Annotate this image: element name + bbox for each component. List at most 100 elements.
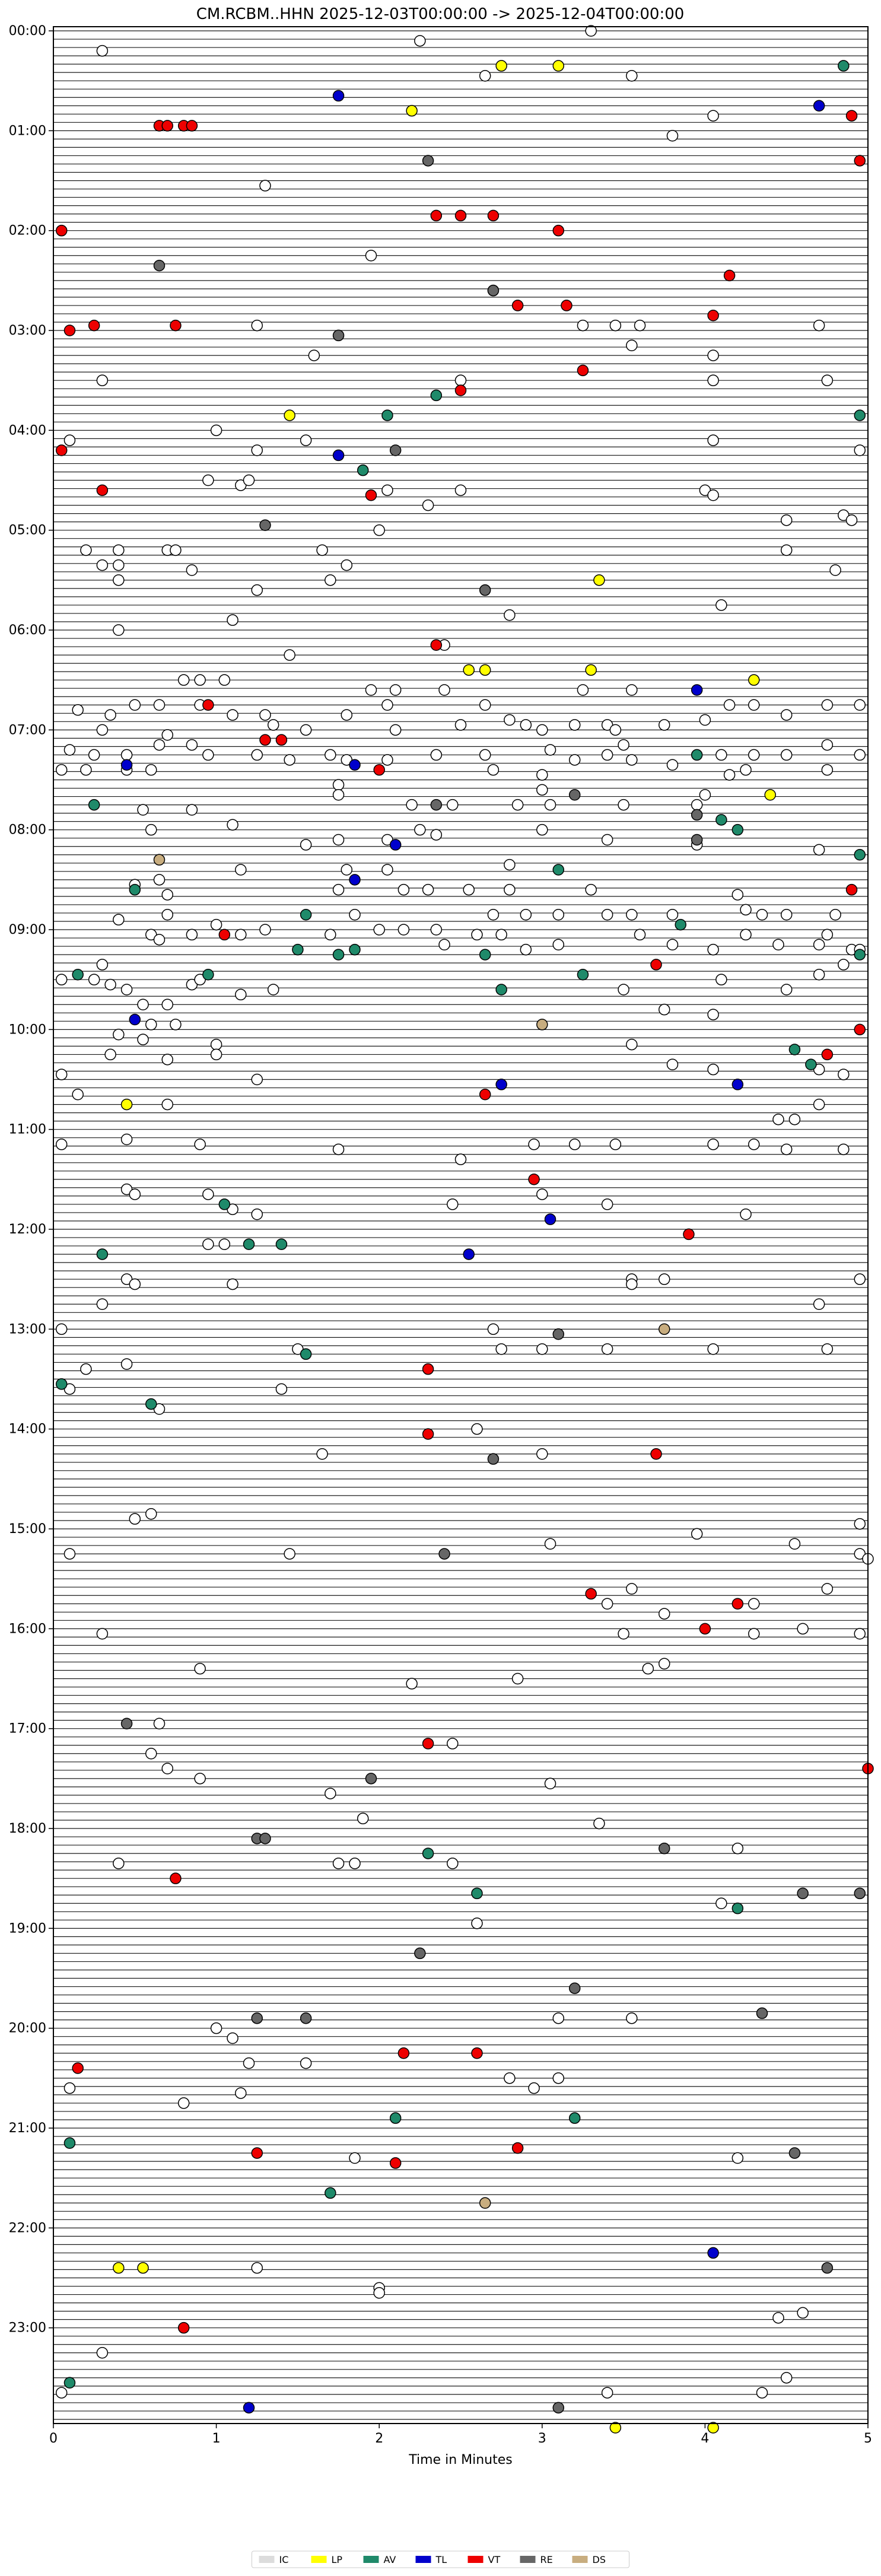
event-marker-re [422, 155, 434, 167]
event-marker-vt [373, 764, 385, 776]
event-markers [55, 25, 874, 2434]
event-marker-tl [544, 1213, 556, 1225]
event-marker-ic [471, 1917, 483, 1929]
event-marker-ic [235, 988, 247, 1001]
y-tick-label: 04:00 [9, 423, 46, 438]
event-marker-ic [544, 1538, 556, 1550]
event-marker-ic [177, 2097, 190, 2109]
event-marker-ic [740, 928, 752, 941]
event-marker-ic [129, 699, 141, 711]
event-marker-vt [561, 300, 573, 311]
event-marker-vt [397, 2047, 410, 2059]
event-marker-re [251, 2012, 263, 2024]
event-marker-ic [104, 978, 116, 991]
event-marker-ic [528, 1138, 540, 1150]
event-marker-ic [113, 914, 125, 926]
event-marker-ic [715, 974, 727, 985]
event-marker-tl [731, 1079, 744, 1090]
event-marker-ic [740, 764, 752, 776]
event-marker-ic [593, 1817, 605, 1830]
event-marker-ic [748, 1628, 760, 1640]
event-marker-ic [365, 684, 377, 696]
event-marker-av [430, 389, 443, 402]
y-tick-label: 19:00 [9, 1921, 46, 1936]
event-marker-ic [235, 2087, 247, 2099]
event-marker-re [552, 2402, 565, 2414]
event-marker-vt [251, 2147, 263, 2159]
event-marker-lp [463, 664, 475, 676]
event-marker-lp [593, 574, 605, 586]
y-tick-label: 01:00 [9, 123, 46, 138]
event-marker-ic [731, 2152, 744, 2164]
event-marker-ic [666, 130, 679, 142]
event-marker-ic [422, 499, 434, 511]
event-marker-lp [137, 2262, 149, 2274]
event-marker-ic [838, 1143, 850, 1156]
event-marker-tl [389, 839, 402, 851]
event-marker-ic [609, 724, 622, 736]
x-tick-label: 2 [375, 2431, 383, 2446]
event-marker-ic [137, 1033, 149, 1045]
event-marker-ic [202, 1188, 214, 1200]
event-marker-ic [854, 749, 866, 761]
event-marker-av [349, 943, 361, 956]
event-marker-ic [813, 319, 825, 332]
event-marker-ic [96, 559, 109, 571]
event-marker-ic [80, 544, 92, 556]
event-marker-ic [259, 924, 271, 936]
event-marker-ic [332, 789, 345, 801]
event-marker-av [479, 949, 491, 961]
event-marker-ic [454, 374, 467, 386]
event-marker-ic [715, 749, 727, 761]
x-tick-label: 3 [538, 2431, 546, 2446]
event-marker-ic [120, 1133, 133, 1146]
event-marker-re [259, 519, 271, 532]
event-marker-ic [504, 714, 516, 726]
event-marker-ic [642, 1662, 654, 1675]
event-marker-ic [731, 889, 744, 901]
event-marker-av [72, 969, 84, 981]
event-marker-ic [723, 699, 736, 711]
event-marker-ic [504, 2072, 516, 2084]
event-marker-ic [821, 699, 834, 711]
event-marker-ic [325, 1788, 336, 1799]
event-marker-ic [707, 1343, 719, 1355]
event-marker-ic [332, 834, 345, 846]
event-marker-ic [780, 2372, 793, 2384]
event-marker-ic [626, 1583, 638, 1595]
event-marker-ic [316, 1448, 328, 1460]
event-marker-ic [210, 424, 222, 437]
event-marker-vt [55, 224, 68, 237]
event-marker-ic [235, 864, 247, 876]
event-marker-ic [715, 1897, 727, 1910]
event-marker-av [332, 949, 345, 961]
event-marker-vt [186, 120, 198, 132]
event-marker-lp [764, 789, 776, 801]
event-marker-vt [170, 1872, 182, 1884]
event-marker-ic [772, 939, 784, 951]
event-marker-re [854, 1887, 866, 1900]
event-marker-ic [447, 799, 459, 811]
event-marker-vt [430, 209, 443, 222]
legend-label-tl: TL [435, 2554, 447, 2565]
event-marker-ic [666, 939, 679, 951]
event-marker-ic [748, 1138, 760, 1150]
event-marker-ic [227, 1278, 238, 1290]
y-tick-label: 21:00 [9, 2121, 46, 2136]
event-marker-ic [463, 883, 475, 896]
event-marker-re [487, 1453, 500, 1465]
event-marker-ic [341, 559, 353, 571]
event-marker-vt [845, 110, 858, 122]
event-marker-av [96, 1248, 109, 1260]
event-marker-ic [659, 1003, 670, 1016]
event-marker-ic [113, 544, 125, 556]
event-marker-ic [96, 1628, 109, 1640]
event-marker-ic [813, 969, 825, 981]
event-marker-re [438, 1548, 450, 1560]
event-marker-vt [723, 269, 736, 282]
event-marker-ic [120, 984, 133, 996]
event-marker-ic [829, 564, 841, 576]
event-marker-ic [780, 1143, 793, 1156]
event-marker-vt [585, 1588, 597, 1600]
event-marker-ic [341, 709, 353, 721]
